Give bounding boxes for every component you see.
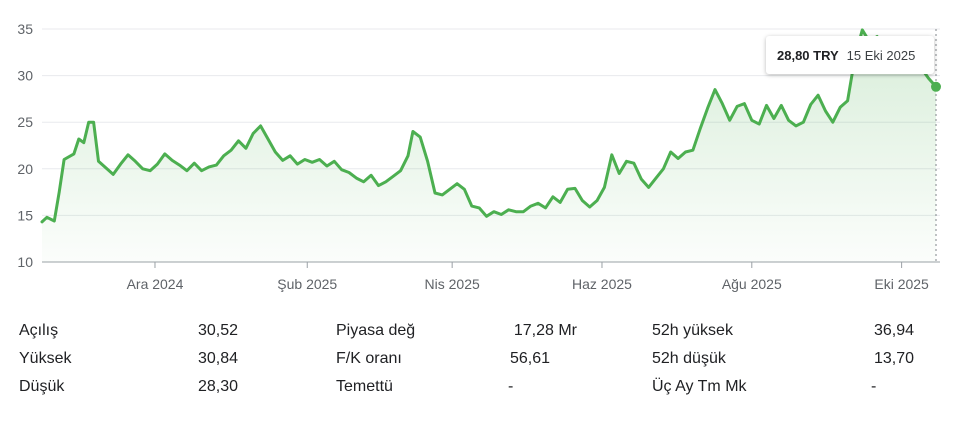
price-area-fill bbox=[42, 29, 936, 263]
y-tick-label: 30 bbox=[17, 68, 33, 84]
stat-value-low: 28,30 bbox=[197, 378, 238, 395]
y-tick-label: 15 bbox=[17, 207, 33, 223]
x-tick-label: Haz 2025 bbox=[572, 276, 632, 292]
stat-value-high: 30,84 bbox=[197, 350, 238, 367]
stat-value-3m-avg-volume: - bbox=[871, 378, 877, 395]
x-axis-labels: Ara 2024 Şub 2025 Nis 2025 Haz 2025 Ağu 2025… bbox=[127, 262, 929, 292]
tooltip-price: 28,80 TRY bbox=[777, 47, 839, 63]
price-line[interactable] bbox=[40, 28, 938, 224]
price-chart[interactable]: 35 30 25 20 15 10 Ara 2024 Şub 2025 Nis 2025 Haz… bbox=[0, 0, 960, 300]
stat-label-high: Yüksek bbox=[19, 350, 72, 367]
stats-row: Düşük 28,30 Temettü - Üç Ay Tm Mk - bbox=[0, 378, 960, 400]
stat-value-market-cap: 17,28 Mr bbox=[513, 322, 577, 339]
stat-value-dividend: - bbox=[508, 378, 514, 395]
stat-label-dividend: Temettü bbox=[336, 378, 393, 395]
stat-value-pe-ratio: 56,61 bbox=[509, 350, 550, 367]
tooltip-date: 15 Eki 2025 bbox=[846, 47, 916, 63]
stats-row: Açılış 30,52 Piyasa değ 17,28 Mr 52h yük… bbox=[0, 322, 960, 344]
price-tooltip: 28,80 TRY 15 Eki 2025 bbox=[766, 36, 934, 74]
stat-value-52w-high: 36,94 bbox=[873, 322, 914, 339]
x-tick-label: Eki 2025 bbox=[874, 276, 929, 292]
y-tick-label: 35 bbox=[17, 21, 33, 37]
stats-row: Yüksek 30,84 F/K oranı 56,61 52h düşük 1… bbox=[0, 350, 960, 372]
x-tick-label: Nis 2025 bbox=[425, 276, 480, 292]
stat-label-open: Açılış bbox=[19, 322, 59, 339]
stat-label-low: Düşük bbox=[19, 378, 65, 395]
stat-value-52w-low: 13,70 bbox=[873, 350, 914, 367]
stat-label-market-cap: Piyasa değ bbox=[336, 322, 416, 339]
stat-label-52w-high: 52h yüksek bbox=[652, 322, 733, 339]
x-tick-label: Ara 2024 bbox=[127, 276, 184, 292]
stat-label-52w-low: 52h düşük bbox=[652, 350, 726, 367]
stat-value-open: 30,52 bbox=[197, 322, 238, 339]
y-tick-label: 25 bbox=[17, 114, 33, 130]
x-tick-label: Ağu 2025 bbox=[722, 276, 782, 292]
stat-label-3m-avg-volume: Üç Ay Tm Mk bbox=[652, 378, 747, 395]
y-tick-label: 20 bbox=[17, 161, 33, 177]
y-axis-labels: 35 30 25 20 15 10 bbox=[17, 21, 33, 270]
y-tick-label: 10 bbox=[17, 254, 33, 270]
stat-label-pe-ratio: F/K oranı bbox=[336, 350, 402, 367]
hover-point bbox=[931, 81, 941, 92]
x-tick-label: Şub 2025 bbox=[277, 276, 337, 292]
